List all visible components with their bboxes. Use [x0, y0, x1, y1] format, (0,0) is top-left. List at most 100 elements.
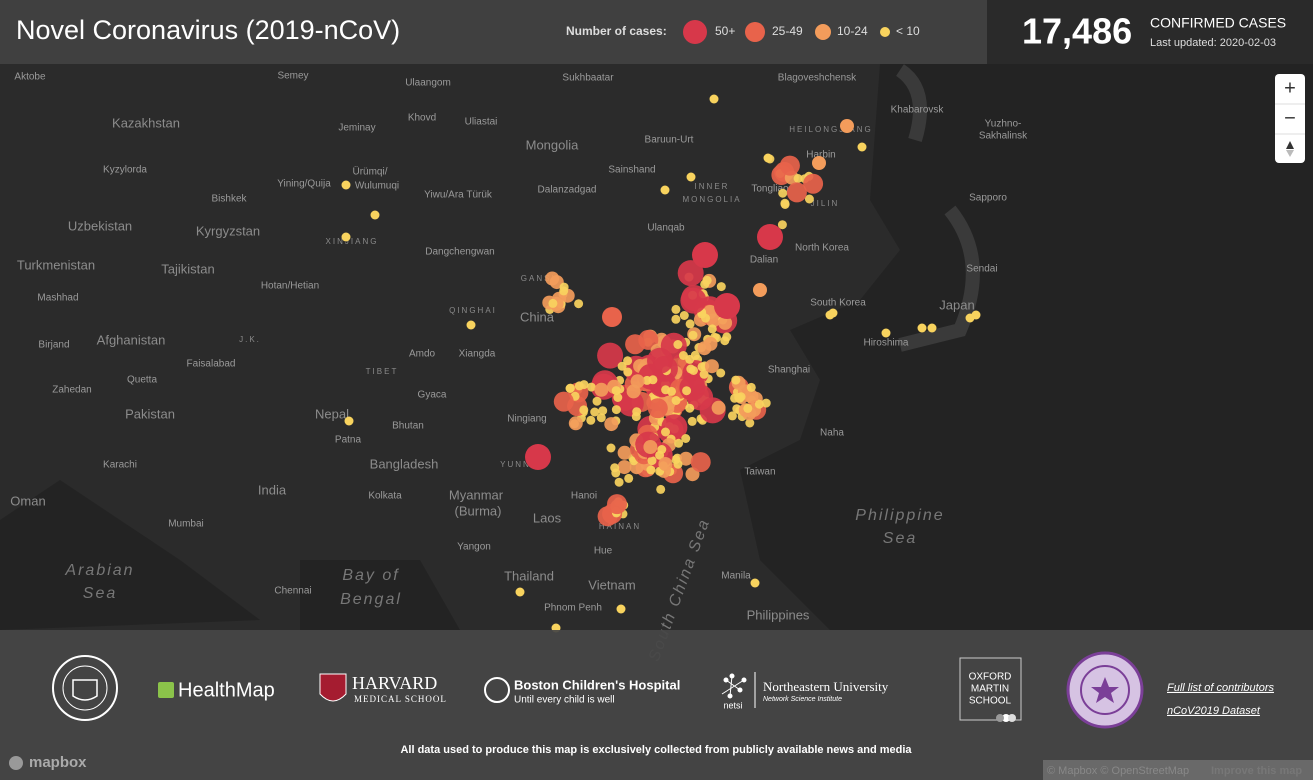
place-label: GANSU [521, 274, 559, 283]
place-label: Naha [820, 428, 844, 439]
place-label: Sea [883, 530, 917, 547]
link-dataset[interactable]: nCoV2019 Dataset [1167, 705, 1261, 717]
place-label: Phnom Penh [544, 603, 602, 614]
legend-label: 25-49 [772, 24, 803, 38]
case-dot [757, 224, 783, 250]
case-dot [793, 174, 803, 183]
tsinghua-ring [1080, 665, 1130, 715]
place-label: Sukhbaatar [562, 73, 614, 84]
case-dot [579, 405, 589, 415]
case-dot [624, 473, 634, 483]
place-label: Harbin [806, 150, 835, 161]
zoom-controls: + − [1275, 74, 1305, 163]
case-dot [716, 368, 726, 378]
boston: Boston Children's Hospital [514, 677, 680, 692]
node [741, 677, 747, 683]
case-dot [525, 444, 551, 470]
tsinghua-star [1091, 677, 1119, 703]
harvard: HARVARD [352, 673, 437, 693]
place-label: Yuzhno- [985, 119, 1022, 130]
legend-label: 10-24 [837, 24, 868, 38]
place-label: Ulanqab [647, 223, 685, 234]
improve-map[interactable]: Improve this map [1211, 765, 1302, 777]
place-label: Shanghai [768, 365, 810, 376]
case-dot [840, 119, 854, 133]
case-dot [881, 328, 891, 338]
case-dot [677, 260, 704, 287]
case-dot [777, 220, 787, 230]
place-label: Quetta [127, 375, 157, 386]
place-label: Amdo [409, 349, 436, 360]
case-dot [613, 393, 623, 402]
attribution[interactable]: © Mapbox © OpenStreetMap [1047, 765, 1189, 777]
place-label: YUNNAN [500, 460, 546, 469]
case-dot [803, 173, 824, 194]
case-dot [598, 406, 608, 416]
case-dot [617, 445, 632, 460]
logo-ring [62, 665, 108, 711]
place-label: Tongliao [751, 184, 789, 195]
place-label: Uliastai [465, 117, 498, 128]
case-dot [647, 398, 668, 419]
case-dot [680, 287, 707, 314]
boston-icon [484, 677, 510, 703]
case-dot [690, 452, 711, 473]
zoom-in[interactable]: + [1284, 77, 1296, 99]
place-label: Tajikistan [161, 261, 214, 276]
case-dot [716, 282, 726, 292]
place-label: Blagoveshchensk [778, 73, 857, 84]
case-dot [681, 434, 691, 443]
case-dot [586, 415, 596, 425]
place-label: Sainshand [608, 165, 655, 176]
case-dot [553, 391, 574, 412]
link-contributors[interactable]: Full list of contributors [1167, 682, 1274, 694]
zoom-out[interactable]: − [1284, 107, 1296, 129]
case-dot [720, 336, 730, 346]
case-dot [702, 275, 712, 285]
place-label: Mongolia [526, 137, 580, 152]
case-dot [754, 399, 764, 409]
place-label: Kyrgyzstan [196, 223, 260, 238]
edge [721, 679, 745, 695]
place-label: Japan [939, 297, 974, 312]
place-label: Dangchengwan [425, 247, 495, 258]
om-dot [996, 714, 1004, 722]
place-label: Bishkek [211, 194, 247, 205]
place-label: Gyaca [418, 390, 447, 401]
om-dot [1002, 714, 1010, 722]
place-label: Karachi [103, 460, 137, 471]
total-label: CONFIRMED CASES [1150, 15, 1286, 31]
case-dot [611, 405, 621, 415]
place-label: Philippine [855, 507, 944, 524]
case-dot [592, 396, 602, 406]
case-dot [344, 416, 354, 426]
legend-swatch [745, 22, 765, 42]
case-dot [714, 293, 740, 319]
total-count: 17,486 [1022, 11, 1132, 52]
place-label: Philippines [747, 607, 810, 622]
case-dot [565, 383, 575, 393]
node [729, 673, 735, 679]
compass[interactable] [1286, 150, 1294, 157]
case-dot [711, 400, 726, 415]
place-label: Ningiang [507, 414, 546, 425]
node [737, 687, 743, 693]
place-label: Birjand [38, 340, 69, 351]
om-dot [1008, 714, 1016, 722]
place-label: Jeminay [338, 123, 375, 134]
case-dot [673, 459, 683, 469]
case-dot [667, 386, 676, 396]
case-dot [623, 356, 633, 366]
place-label: Dalian [750, 255, 778, 266]
compass[interactable] [1286, 141, 1294, 149]
case-dot [671, 314, 681, 324]
mapbox[interactable]: mapbox [29, 754, 87, 771]
place-label: Mashhad [37, 293, 78, 304]
case-dot [687, 416, 697, 426]
place-label: Kazakhstan [112, 115, 180, 130]
zoom-box [1275, 74, 1305, 163]
place-label: India [258, 482, 287, 497]
case-dot [617, 361, 627, 371]
case-dot [697, 341, 712, 356]
